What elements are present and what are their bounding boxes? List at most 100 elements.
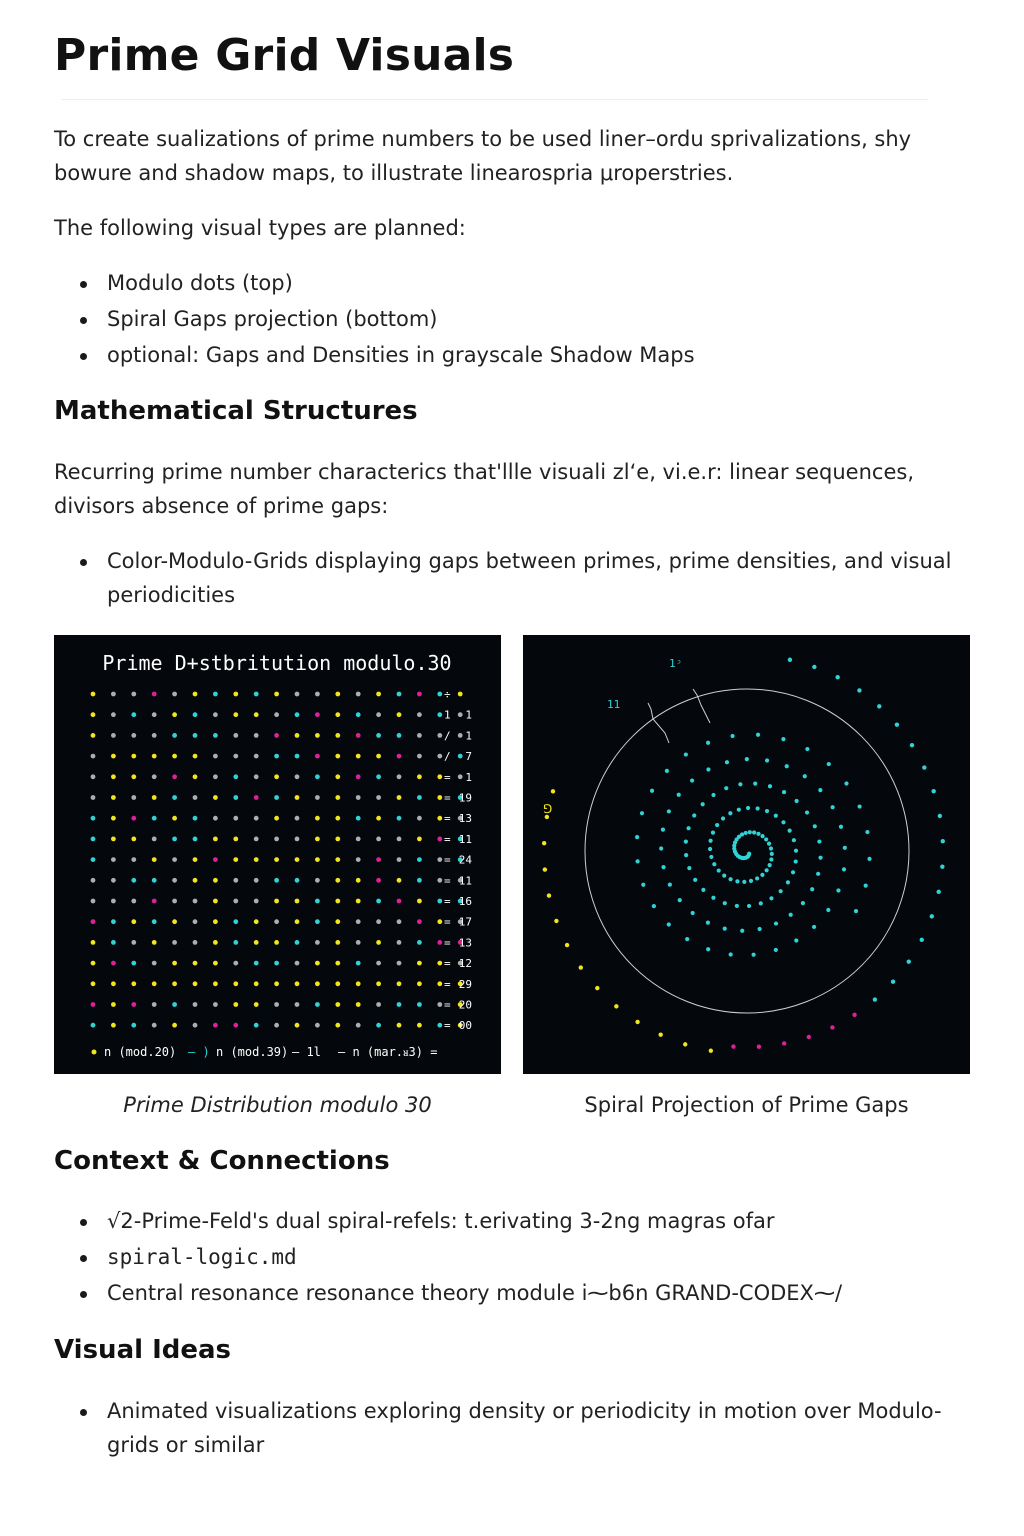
spiral-dot: [541, 841, 547, 846]
spiral-dot: [769, 896, 774, 901]
spiral-dot: [666, 922, 671, 927]
spiral-dot: [740, 928, 745, 933]
grid-dot: [274, 919, 279, 925]
grid-dot: [172, 733, 177, 738]
grid-dot: [192, 815, 198, 821]
grid-dot: [111, 733, 116, 738]
grid-dot: [457, 960, 463, 966]
grid-dot: [192, 940, 198, 945]
spiral-dot: [756, 831, 761, 836]
grid-dot: [151, 981, 157, 987]
spiral-dot: [857, 688, 862, 693]
grid-dot: [294, 960, 300, 966]
spiral-dot: [708, 838, 713, 843]
grid-dot: [151, 857, 157, 862]
grid-dot: [131, 795, 137, 800]
grid-row-labels: ÷1 1/1/7= 1= 19= 13= 11= 24= 11= 16= 17= 13= 12= 29=…: [444, 688, 472, 1032]
spiral-dot: [940, 864, 945, 869]
grid-dot: [355, 1002, 361, 1007]
grid-dot: [253, 733, 259, 738]
spiral-dot: [794, 798, 799, 804]
grid-dot: [172, 981, 177, 987]
grid-row-symbol: =: [444, 812, 451, 825]
grid-dot: [376, 795, 381, 800]
grid-dot: [396, 1002, 402, 1007]
prime-spiral-image: 1ᵓ 11 ⅁: [541, 657, 945, 1053]
spiral-dot: [826, 761, 831, 767]
intro-paragraph: To create sualizations of prime numbers …: [54, 127, 912, 185]
grid-dot: [417, 795, 422, 800]
grid-dot: [233, 753, 239, 759]
grid-dot: [151, 940, 157, 945]
grid-dot: [355, 753, 361, 759]
grid-dot: [437, 712, 443, 718]
spiral-dot: [544, 814, 550, 820]
grid-dot: [294, 1022, 300, 1028]
spiral-dot: [746, 903, 752, 909]
grid-dot: [376, 1022, 381, 1028]
grid-dot: [376, 1002, 381, 1007]
grid-dot: [396, 774, 402, 780]
spiral-dot: [700, 802, 705, 807]
grid-dot: [172, 774, 177, 780]
grid-row-symbol: =: [444, 792, 451, 805]
grid-dot: [396, 691, 402, 697]
grid-dot: [172, 857, 177, 862]
grid-dot: [253, 981, 259, 987]
spiral-dot: [785, 880, 791, 885]
grid-dot: [437, 733, 443, 738]
grid-row-symbol: /: [444, 729, 451, 742]
grid-dot: [131, 1022, 137, 1028]
grid-dot: [437, 691, 443, 697]
spiral-dot: [614, 1004, 619, 1009]
grid-dot: [437, 877, 443, 883]
grid-dot: [90, 815, 96, 821]
grid-dot: [151, 919, 157, 925]
spiral-dot: [664, 768, 669, 773]
grid-dot: [376, 898, 381, 904]
bullet-dot: [80, 317, 87, 324]
grid-dot: [437, 795, 443, 800]
grid-dot: [376, 733, 381, 738]
grid-row-symbol: =: [444, 978, 451, 991]
spiral-dot: [812, 664, 817, 670]
spiral-dot: [766, 841, 772, 846]
spiral-dot: [660, 827, 666, 832]
spiral-dot: [764, 808, 770, 814]
grid-dot: [457, 774, 463, 780]
grid-dot: [437, 919, 443, 925]
spiral-dot: [863, 883, 868, 888]
context-list: √2-Prime-Feld's dual spiral-refels: t.er…: [54, 1204, 984, 1312]
spiral-dot: [734, 837, 739, 842]
grid-dot: [90, 774, 96, 780]
grid-dot: [213, 733, 218, 738]
grid-dot: [417, 898, 422, 904]
title-divider: [62, 99, 928, 100]
grid-dot: [213, 795, 218, 800]
grid-dot: [457, 691, 463, 697]
grid-row-value: 20: [459, 999, 472, 1012]
spiral-dot: [758, 901, 763, 906]
grid-dot: [151, 960, 157, 966]
grid-row-value: 11: [459, 833, 472, 846]
grid-dot: [213, 753, 218, 759]
grid-dot: [437, 774, 443, 780]
grid-dot: [213, 774, 218, 780]
spiral-dot: [728, 877, 733, 882]
grid-dot: [111, 877, 116, 883]
spiral-dot: [940, 839, 945, 844]
grid-dot: [335, 940, 341, 945]
grid-dot: [457, 712, 463, 718]
spiral-dot: [760, 834, 765, 839]
grid-caption: Prime Distribution modulo 30: [123, 1093, 432, 1117]
grid-dot: [376, 712, 381, 718]
grid-dot: [437, 836, 443, 842]
grid-dot: [233, 1022, 239, 1028]
grid-dot: [335, 919, 341, 925]
grid-dot: [131, 857, 137, 862]
spiral-pointer-line: [692, 688, 711, 724]
grid-dot: [213, 898, 218, 904]
grid-dot: [457, 1002, 463, 1007]
spiral-dot: [635, 835, 640, 840]
grid-dot: [233, 836, 239, 842]
